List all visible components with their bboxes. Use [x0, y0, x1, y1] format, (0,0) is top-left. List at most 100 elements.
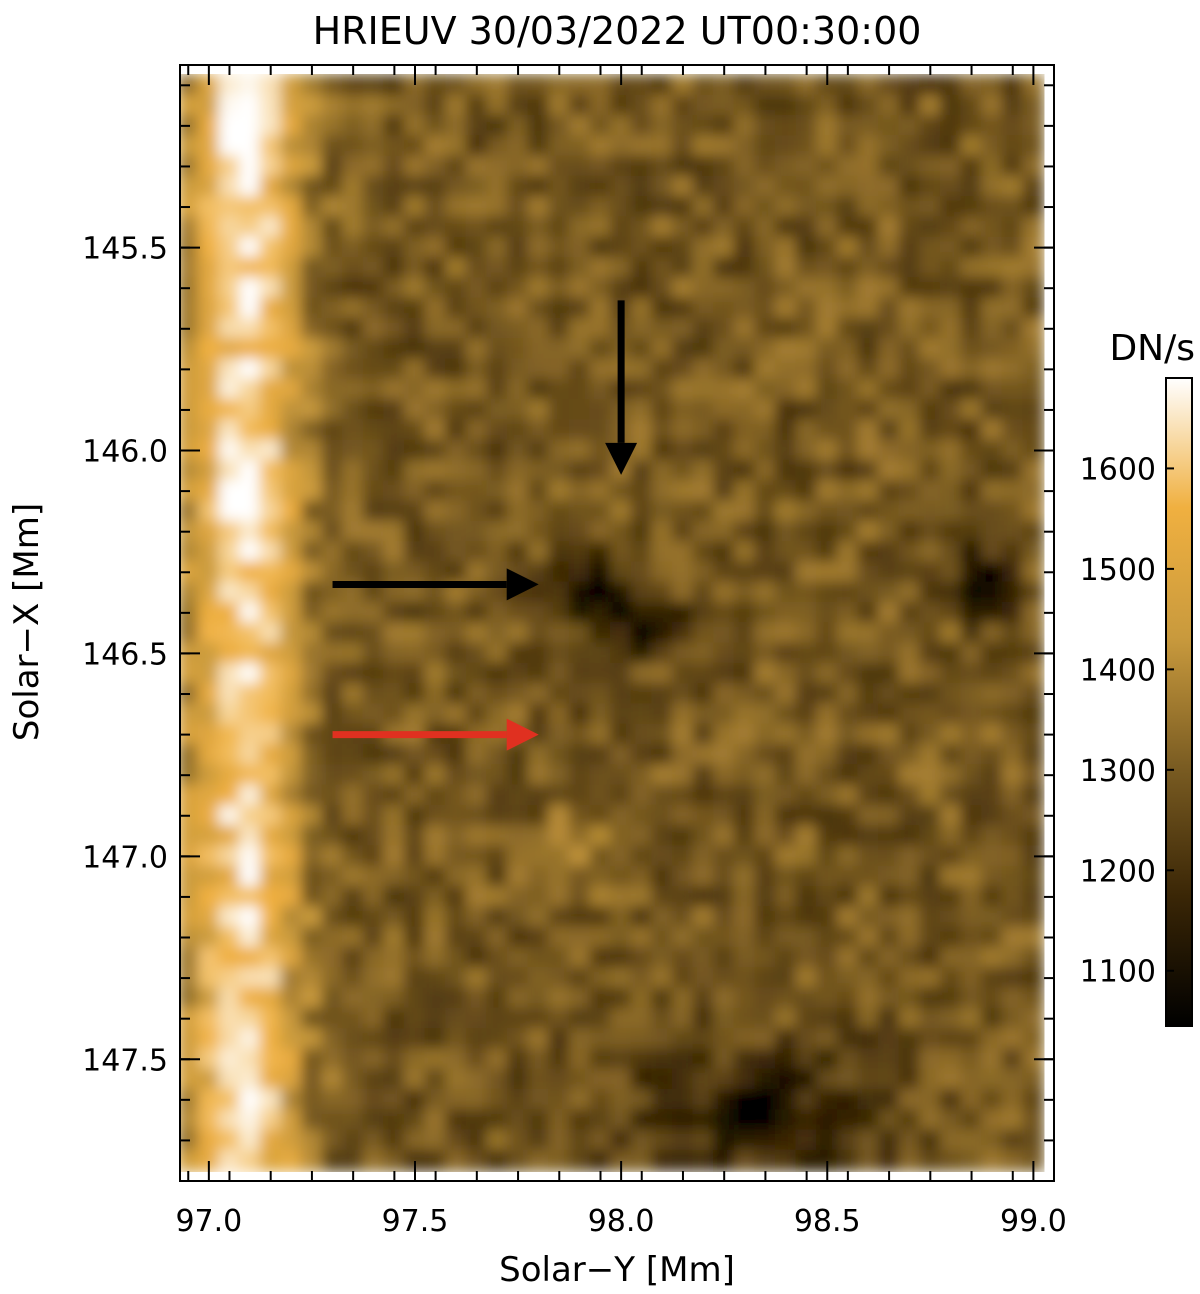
heatmap-cell: [259, 703, 282, 726]
heatmap-cell: [486, 115, 509, 137]
heatmap-cell: [568, 297, 591, 320]
heatmap-cell: [939, 541, 962, 563]
arrow-2: [332, 568, 539, 601]
heatmap-cell: [383, 74, 406, 97]
heatmap-cell: [610, 987, 633, 1010]
heatmap-cell: [445, 277, 468, 300]
heatmap-cell: [342, 236, 365, 259]
heatmap-cell: [898, 906, 921, 929]
heatmap-cell: [939, 1007, 962, 1030]
heatmap-cell: [589, 1088, 612, 1111]
heatmap-cell: [1001, 480, 1024, 502]
heatmap-cell: [1001, 216, 1024, 239]
heatmap-cell: [1001, 196, 1024, 218]
heatmap-cell: [960, 886, 983, 908]
heatmap-cell: [878, 1007, 901, 1030]
heatmap-cell: [671, 1028, 694, 1050]
heatmap-cell: [857, 175, 880, 198]
heatmap-cell: [527, 1007, 550, 1030]
heatmap-cell: [465, 764, 488, 787]
heatmap-cell: [259, 297, 282, 320]
heatmap-cell: [424, 94, 447, 117]
heatmap-cell: [898, 500, 921, 523]
heatmap-cell: [507, 297, 530, 320]
heatmap-cell: [465, 987, 488, 1010]
heatmap-cell: [218, 338, 241, 360]
heatmap-cell: [403, 784, 426, 807]
heatmap-cell: [300, 115, 323, 137]
heatmap-cell: [960, 439, 983, 462]
heatmap-cell: [589, 317, 612, 340]
heatmap-cell: [403, 1068, 426, 1091]
heatmap-cell: [321, 135, 344, 158]
heatmap-cell: [651, 683, 674, 705]
heatmap-cell: [445, 987, 468, 1010]
heatmap-cell: [939, 94, 962, 117]
heatmap-cell: [362, 622, 385, 644]
heatmap-cell: [197, 1149, 220, 1172]
heatmap-cell: [1001, 642, 1024, 665]
heatmap-cell: [589, 500, 612, 523]
heatmap-cell: [197, 459, 220, 482]
heatmap-cell: [1001, 236, 1024, 259]
heatmap-cell: [713, 135, 736, 158]
heatmap-cell: [692, 358, 715, 381]
heatmap-cell: [939, 804, 962, 827]
heatmap-cell: [362, 784, 385, 807]
heatmap-cell: [321, 277, 344, 300]
heatmap-cell: [424, 987, 447, 1010]
heatmap-cell: [816, 1048, 839, 1071]
heatmap-cell: [898, 1149, 921, 1172]
heatmap-cell: [589, 115, 612, 137]
heatmap-cell: [218, 662, 241, 685]
heatmap-cell: [424, 236, 447, 259]
heatmap-cell: [754, 622, 777, 644]
heatmap-cell: [651, 602, 674, 624]
heatmap-cell: [651, 784, 674, 807]
heatmap-cell: [548, 419, 571, 442]
heatmap-cell: [610, 500, 633, 523]
heatmap-cell: [939, 906, 962, 929]
heatmap-cell: [878, 520, 901, 543]
heatmap-cell: [218, 683, 241, 705]
heatmap-cell: [857, 764, 880, 787]
heatmap-cell: [898, 683, 921, 705]
heatmap-cell: [960, 257, 983, 279]
heatmap-cell: [239, 216, 262, 239]
heatmap-cell: [259, 1149, 282, 1172]
heatmap-cell: [857, 419, 880, 442]
heatmap-cell: [362, 399, 385, 421]
heatmap-cell: [589, 1129, 612, 1152]
heatmap-cell: [898, 216, 921, 239]
heatmap-cell: [939, 74, 962, 97]
heatmap-cell: [548, 155, 571, 178]
heatmap-cell: [960, 358, 983, 381]
heatmap-cell: [383, 399, 406, 421]
heatmap-cell: [568, 926, 591, 949]
heatmap-cell: [342, 419, 365, 442]
heatmap-cell: [775, 1028, 798, 1050]
heatmap-cell: [630, 561, 653, 584]
heatmap-cell: [857, 804, 880, 827]
heatmap-cell: [445, 865, 468, 888]
heatmap-cell: [857, 378, 880, 401]
heatmap-cell: [960, 459, 983, 482]
heatmap-cell: [878, 825, 901, 847]
heatmap-cell: [424, 338, 447, 360]
heatmap-cell: [197, 642, 220, 665]
heatmap-cell: [445, 378, 468, 401]
heatmap-cell: [898, 155, 921, 178]
heatmap-cell: [403, 561, 426, 584]
heatmap-cell: [403, 216, 426, 239]
heatmap-cell: [1022, 906, 1045, 929]
heatmap-cell: [486, 602, 509, 624]
heatmap-cell: [775, 378, 798, 401]
heatmap-cell: [589, 459, 612, 482]
heatmap-cell: [713, 744, 736, 766]
heatmap-cell: [878, 926, 901, 949]
heatmap-cell: [857, 1109, 880, 1131]
heatmap-cell: [445, 317, 468, 340]
heatmap-cell: [424, 642, 447, 665]
heatmap-cell: [981, 500, 1004, 523]
